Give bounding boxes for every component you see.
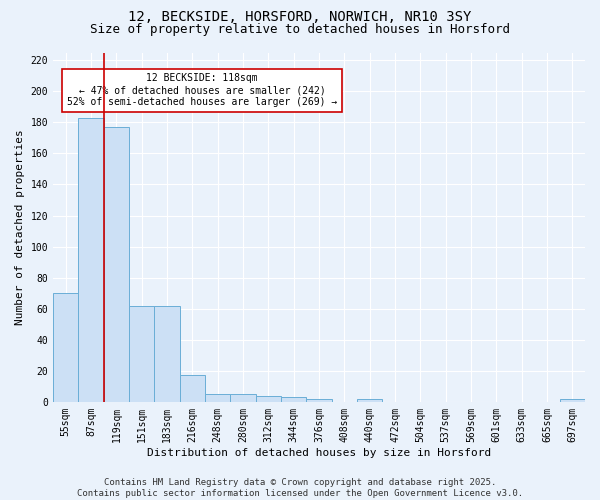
Bar bbox=[205, 394, 230, 402]
Bar bbox=[154, 306, 179, 402]
Bar bbox=[79, 118, 104, 402]
Bar bbox=[230, 394, 256, 402]
Text: Size of property relative to detached houses in Horsford: Size of property relative to detached ho… bbox=[90, 22, 510, 36]
Bar bbox=[53, 293, 79, 402]
Bar bbox=[560, 398, 585, 402]
Text: Contains HM Land Registry data © Crown copyright and database right 2025.
Contai: Contains HM Land Registry data © Crown c… bbox=[77, 478, 523, 498]
Bar bbox=[179, 376, 205, 402]
Bar bbox=[256, 396, 281, 402]
Bar bbox=[307, 398, 332, 402]
Y-axis label: Number of detached properties: Number of detached properties bbox=[15, 130, 25, 325]
Text: 12, BECKSIDE, HORSFORD, NORWICH, NR10 3SY: 12, BECKSIDE, HORSFORD, NORWICH, NR10 3S… bbox=[128, 10, 472, 24]
Bar bbox=[281, 397, 307, 402]
Text: 12 BECKSIDE: 118sqm
← 47% of detached houses are smaller (242)
52% of semi-detac: 12 BECKSIDE: 118sqm ← 47% of detached ho… bbox=[67, 74, 337, 106]
X-axis label: Distribution of detached houses by size in Horsford: Distribution of detached houses by size … bbox=[147, 448, 491, 458]
Bar bbox=[104, 127, 129, 402]
Bar bbox=[129, 306, 154, 402]
Bar bbox=[357, 398, 382, 402]
